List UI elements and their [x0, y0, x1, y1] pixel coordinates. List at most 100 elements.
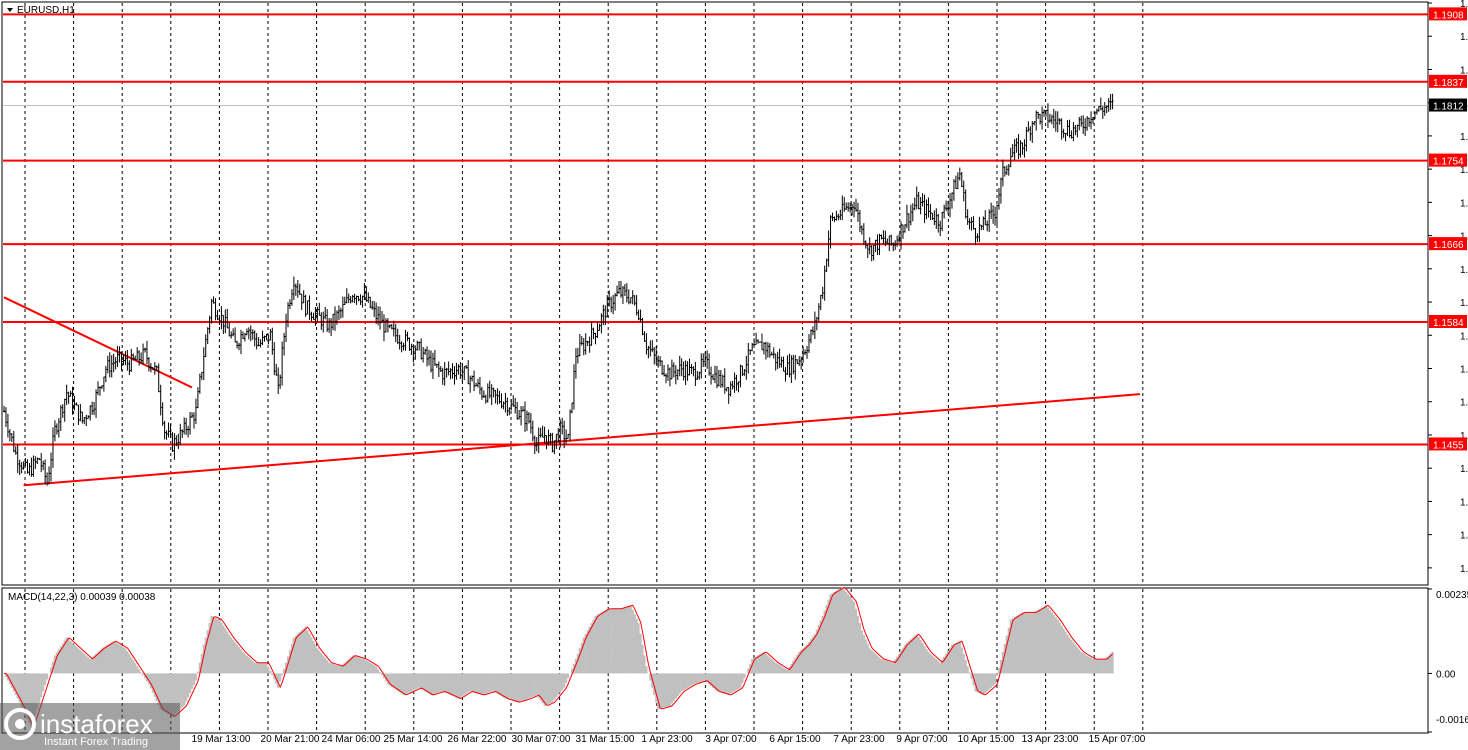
- candle: [433, 349, 436, 366]
- candle: [63, 398, 66, 422]
- price-tick-label: 1.1325: [1460, 564, 1468, 575]
- candle: [486, 383, 489, 403]
- candle: [796, 359, 799, 365]
- trendlines[interactable]: [3, 296, 1141, 487]
- time-axis: 19 Mar 13:00 20 Mar 21:00 24 Mar 06:00 25 M…: [192, 734, 1146, 745]
- candle: [259, 339, 262, 348]
- candle: [586, 340, 589, 347]
- candle: [678, 355, 681, 377]
- instaforex-logo-icon: [4, 708, 36, 740]
- candle: [610, 296, 613, 313]
- candle: [418, 341, 421, 351]
- time-tick-label: 25 Mar 14:00: [384, 734, 443, 745]
- candle: [287, 302, 289, 328]
- trendline-ascending[interactable]: [23, 393, 1141, 487]
- candle: [476, 378, 479, 388]
- candle: [1101, 105, 1104, 119]
- candle: [322, 311, 325, 333]
- candle: [157, 363, 160, 393]
- candle: [853, 201, 856, 218]
- candle: [737, 381, 740, 393]
- candle: [713, 365, 716, 384]
- candle: [298, 283, 301, 296]
- candle: [488, 380, 491, 399]
- candle: [653, 347, 656, 365]
- candle: [130, 348, 133, 373]
- candle: [400, 341, 403, 353]
- time-tick-label: 24 Mar 06:00: [322, 734, 381, 745]
- candle: [87, 415, 90, 419]
- candle: [837, 213, 840, 221]
- candle: [541, 425, 544, 438]
- candle: [729, 381, 732, 397]
- candle: [328, 318, 331, 333]
- candle: [104, 365, 107, 383]
- candle: [1068, 119, 1071, 138]
- candle: [226, 308, 229, 329]
- symbol-title: EURUSD,H1: [17, 5, 75, 16]
- candle: [719, 370, 722, 388]
- level-tag-bg: [1429, 237, 1467, 251]
- candle: [122, 354, 125, 366]
- candle: [292, 276, 295, 300]
- candle: [469, 375, 472, 393]
- candle: [545, 435, 548, 450]
- candle: [1080, 115, 1083, 127]
- candle: [167, 422, 170, 438]
- candle: [138, 350, 141, 366]
- candle: [964, 189, 967, 219]
- candle: [288, 299, 291, 310]
- candle: [884, 230, 887, 247]
- candle: [210, 298, 213, 324]
- candle: [402, 342, 405, 351]
- candle: [508, 407, 511, 416]
- candle: [324, 307, 327, 320]
- candle: [768, 343, 771, 358]
- candle: [361, 295, 364, 308]
- candle: [999, 177, 1002, 204]
- candle: [578, 334, 581, 357]
- level-tag-bg: [1429, 74, 1467, 88]
- candle: [439, 366, 442, 373]
- candle: [866, 244, 869, 258]
- candle: [98, 386, 101, 396]
- candle: [290, 289, 293, 306]
- candle: [461, 363, 464, 383]
- candle: [216, 310, 219, 321]
- candle: [757, 339, 760, 344]
- candle: [335, 310, 338, 325]
- candle: [686, 361, 689, 381]
- candle: [978, 216, 981, 243]
- candle: [800, 356, 803, 370]
- candle: [191, 412, 194, 418]
- candle: [590, 321, 593, 346]
- level-price-tags: 1.1908 1.1837 1.1754 1.1666 1.1584 1.1455 1.18…: [1429, 7, 1467, 451]
- candle: [437, 361, 440, 378]
- support-resistance-levels[interactable]: [3, 13, 1428, 446]
- candle: [1076, 124, 1079, 138]
- candle: [312, 312, 315, 320]
- candle: [18, 459, 21, 476]
- candle: [1029, 126, 1032, 141]
- candle: [220, 306, 223, 330]
- candle: [841, 195, 844, 220]
- candle: [903, 224, 906, 233]
- candle: [253, 330, 256, 347]
- candle: [353, 293, 356, 304]
- candle: [153, 362, 156, 375]
- candle: [1097, 106, 1100, 112]
- candle: [815, 316, 818, 331]
- candle: [492, 387, 495, 398]
- candle: [118, 346, 121, 363]
- candle: [147, 357, 150, 372]
- candle: [829, 215, 832, 249]
- candle: [453, 366, 456, 385]
- candle: [1090, 111, 1093, 130]
- price-tick-label: 1.1640: [1460, 265, 1468, 276]
- candle: [876, 234, 879, 256]
- candle: [38, 457, 41, 460]
- dropdown-triangle-icon[interactable]: [7, 8, 13, 12]
- trendline-descending[interactable]: [3, 296, 193, 389]
- candle: [672, 362, 675, 378]
- candle: [339, 307, 342, 319]
